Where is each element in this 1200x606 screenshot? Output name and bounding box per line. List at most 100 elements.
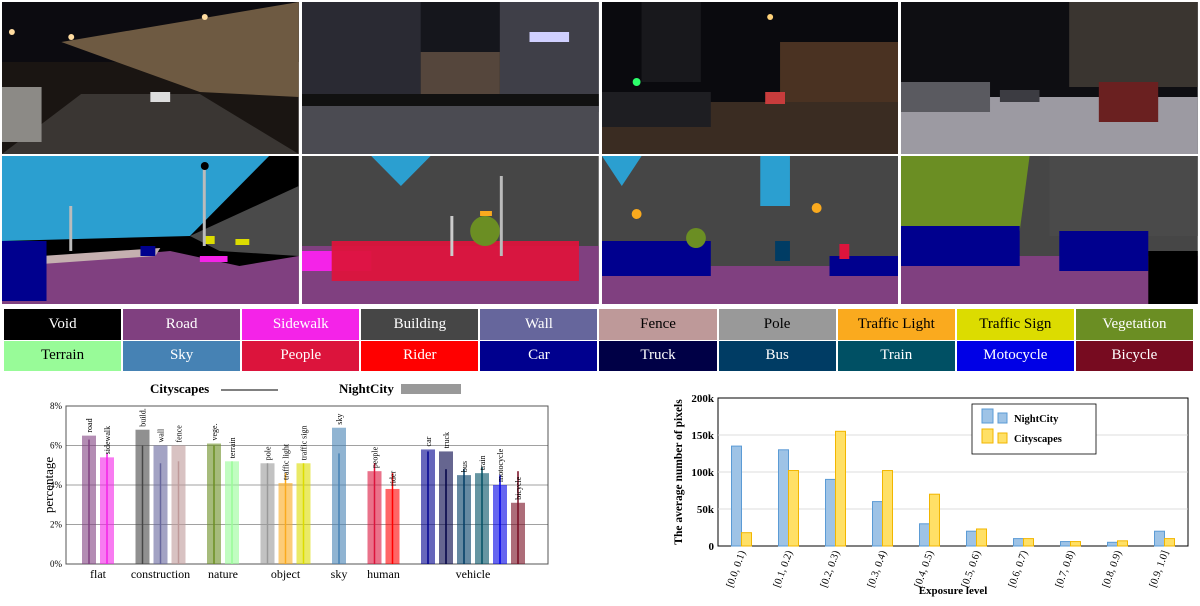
bar-nightcity-1 bbox=[778, 449, 789, 547]
bar-label: sidewalk bbox=[103, 426, 112, 454]
group-label-human: human bbox=[367, 567, 400, 581]
bar-label: bicycle bbox=[514, 476, 523, 500]
chart1-ylabel: percentage bbox=[41, 457, 56, 514]
chart2-xlabel: Exposure level bbox=[919, 585, 988, 597]
chart2-xtick-label: [0.6, 0.7) bbox=[1007, 549, 1031, 589]
bar-label: car bbox=[424, 436, 433, 446]
bar-nightcity-9 bbox=[1154, 530, 1165, 547]
bar-cityscapes-9 bbox=[1164, 538, 1175, 547]
class-distribution-chart: Cityscapes NightCity 0% 2% 4% 6% 8% percentage r… bbox=[0, 376, 590, 601]
legend-swatch-cityscapes-a bbox=[981, 428, 994, 444]
night-photo-crosswalk bbox=[301, 2, 599, 154]
chart2-xtick-label: [0.9, 1.0] bbox=[1148, 549, 1172, 589]
chart2-xtick-label: [0.2, 0.3) bbox=[819, 549, 843, 589]
chart2-xtick-label: [0.5, 0.6) bbox=[960, 549, 984, 589]
legend-cell-road: Road bbox=[123, 309, 241, 340]
chart2-xtick-label: [0.1, 0.2) bbox=[772, 549, 796, 589]
bar-cityscapes-8 bbox=[1117, 540, 1128, 547]
legend-cell-pole: Pole bbox=[718, 309, 836, 340]
bar-nightcity-4 bbox=[919, 523, 930, 547]
legend-label-nightcity: NightCity bbox=[1014, 414, 1059, 425]
night-photo-street bbox=[601, 2, 899, 154]
chart2-xtick-label: [0.3, 0.4) bbox=[866, 549, 890, 589]
legend-cell-truck: Truck bbox=[599, 340, 717, 371]
bar-cityscapes-0 bbox=[741, 532, 752, 547]
chart2-xtick-label: [0.7, 0.8) bbox=[1054, 549, 1078, 589]
legend-cell-wall: Wall bbox=[480, 309, 598, 340]
bar-nightcity-8 bbox=[1107, 541, 1118, 547]
chart2-ylabel: The average number of pixels bbox=[673, 399, 685, 545]
bar-cityscapes-3 bbox=[882, 470, 893, 547]
legend-cell-fence: Fence bbox=[599, 309, 717, 340]
bar-cityscapes-4 bbox=[929, 493, 940, 547]
segmentation-map-highway bbox=[2, 156, 299, 304]
bar-label: road bbox=[85, 418, 94, 432]
bar-nightcity-6 bbox=[1013, 538, 1024, 547]
night-photos-row bbox=[2, 2, 1198, 154]
group-label-flat: flat bbox=[90, 567, 107, 581]
chart2-xtick-label: [0.8, 0.9) bbox=[1101, 549, 1125, 589]
group-label-object: object bbox=[271, 567, 301, 581]
exposure-histogram-svg: 0 50k 100k 150k 200k The average number of pi… bbox=[673, 393, 1189, 597]
legend-cell-rider: Rider bbox=[361, 340, 479, 371]
bar-nightcity-3 bbox=[872, 501, 883, 547]
bar-label: traffic sign bbox=[300, 426, 309, 461]
chart2-ytick-label: 0 bbox=[709, 541, 715, 553]
legend-label-cityscapes: Cityscapes bbox=[150, 381, 209, 396]
chart2-xtick-label: [0.4, 0.5) bbox=[913, 549, 937, 589]
group-label-sky: sky bbox=[331, 567, 348, 581]
group-label-vehicle: vehicle bbox=[456, 567, 491, 581]
legend-cell-sidewalk: Sidewalk bbox=[242, 309, 360, 340]
segmentation-map-crosswalk bbox=[301, 156, 599, 304]
bar-nightcity-2 bbox=[825, 478, 836, 547]
chart2-ytick-label: 50k bbox=[697, 504, 715, 516]
legend-cell-motocycle: Motocycle bbox=[956, 340, 1074, 371]
chart1-ytick-label: 0% bbox=[50, 559, 63, 569]
segmentation-row bbox=[2, 156, 1198, 304]
night-photo-highway bbox=[2, 2, 299, 154]
exposure-histogram-chart: 0 50k 100k 150k 200k The average number of pi… bbox=[620, 380, 1198, 601]
bar-label: pole bbox=[264, 446, 273, 460]
bar-label: rider bbox=[389, 471, 398, 486]
legend-label-cityscapes: Cityscapes bbox=[1014, 434, 1062, 445]
bar-label: truck bbox=[442, 432, 451, 448]
legend-cell-traffic-light: Traffic Light bbox=[837, 309, 955, 340]
chart1-ytick-label: 2% bbox=[50, 520, 63, 530]
night-photo-snowy-street bbox=[901, 2, 1198, 154]
chart1-ytick-label: 8% bbox=[50, 401, 63, 411]
bar-label: build. bbox=[139, 408, 148, 426]
legend-cell-bus: Bus bbox=[718, 340, 836, 371]
legend-swatch-nightcity-a bbox=[981, 408, 994, 424]
bar-nightcity-0 bbox=[731, 445, 742, 547]
class-color-legend: Void Road Sidewalk Building Wall Fence Pole Tra… bbox=[4, 309, 1193, 371]
chart2-ytick-label: 200k bbox=[691, 393, 715, 405]
legend-cell-building: Building bbox=[361, 309, 479, 340]
segmentation-map-snowy-street bbox=[901, 156, 1198, 304]
bar-label: sky bbox=[335, 414, 344, 425]
segmentation-map-street bbox=[601, 156, 899, 304]
group-label-construction: construction bbox=[131, 567, 190, 581]
legend-swatch-cityscapes-b bbox=[997, 432, 1008, 444]
bar-nightcity-5 bbox=[966, 530, 977, 547]
legend-swatch-nightcity bbox=[401, 384, 461, 394]
chart2-ytick-label: 100k bbox=[691, 467, 715, 479]
legend-cell-terrain: Terrain bbox=[4, 340, 122, 371]
bar-label: terrain bbox=[228, 437, 237, 458]
class-distribution-svg: Cityscapes NightCity 0% 2% 4% 6% 8% percentage r… bbox=[41, 381, 549, 581]
bar-cityscapes-7 bbox=[1070, 541, 1081, 547]
bar-nightcity-7 bbox=[1060, 541, 1071, 547]
legend-cell-void: Void bbox=[4, 309, 122, 340]
chart1-ytick-label: 4% bbox=[50, 480, 63, 490]
bar-label: bus bbox=[460, 461, 469, 472]
bar-cityscapes-5 bbox=[976, 528, 987, 547]
chart2-ytick-label: 150k bbox=[691, 430, 715, 442]
bar-label: train bbox=[478, 455, 487, 470]
legend-label-nightcity: NightCity bbox=[339, 381, 394, 396]
legend-cell-bicycle: Bicycle bbox=[1075, 340, 1193, 371]
group-label-nature: nature bbox=[208, 567, 238, 581]
bar-label: people bbox=[371, 446, 380, 468]
chart2-xtick-label: [0.0, 0.1) bbox=[725, 549, 749, 589]
legend-cell-train: Train bbox=[837, 340, 955, 371]
bar-cityscapes-2 bbox=[835, 430, 846, 547]
legend-swatch-nightcity-b bbox=[997, 412, 1008, 424]
